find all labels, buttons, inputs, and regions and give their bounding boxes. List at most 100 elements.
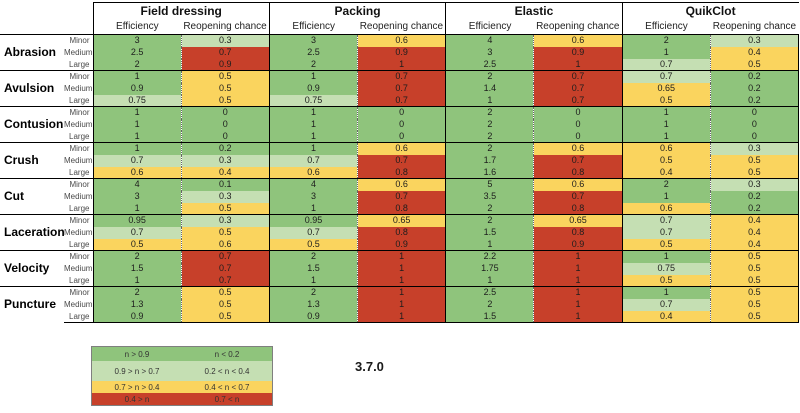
value-cell: 0.2 bbox=[180, 142, 270, 155]
reopening-chance-subheader: Reopening chance bbox=[357, 18, 446, 35]
severity-label: Large bbox=[64, 238, 93, 251]
efficiency-subheader: Efficiency bbox=[92, 18, 182, 35]
legend-reopening-range: 0.2 < n < 0.4 bbox=[204, 366, 250, 376]
wound-label-puncture: Puncture bbox=[0, 286, 64, 323]
value-cell: 0.5 bbox=[180, 226, 270, 239]
legend-efficiency-range: 0.7 > n > 0.4 bbox=[114, 382, 160, 392]
value-cell: 1 bbox=[621, 106, 711, 119]
value-cell: 0.75 bbox=[621, 262, 711, 275]
value-cell: 0.7 bbox=[621, 226, 711, 239]
value-cell: 0.5 bbox=[621, 154, 711, 167]
table-row: Medium 0.7 0.5 0.7 0.8 1.5 0.8 0.7 0.4 bbox=[0, 226, 800, 239]
legend-row: n > 0.9 n < 0.2 bbox=[92, 347, 272, 361]
legend-reopening-range: n < 0.2 bbox=[214, 349, 240, 359]
table-row: Large 0.6 0.4 0.6 0.8 1.6 0.8 0.4 0.5 bbox=[0, 166, 800, 179]
treatment-header-field-dressing: Field dressing bbox=[92, 2, 270, 19]
value-cell: 0.9 bbox=[92, 82, 182, 95]
wound-label-avulsion: Avulsion bbox=[0, 70, 64, 107]
value-cell: 1 bbox=[92, 202, 182, 215]
header-corner-spacer bbox=[0, 18, 93, 35]
value-cell: 3 bbox=[445, 46, 534, 59]
reopening-chance-subheader: Reopening chance bbox=[181, 18, 270, 35]
value-cell: 1.3 bbox=[268, 298, 358, 311]
efficiency-subheader: Efficiency bbox=[268, 18, 358, 35]
legend-row: 0.4 > n 0.7 < n bbox=[92, 393, 272, 405]
value-cell: 1 bbox=[92, 274, 182, 287]
value-cell: 1 bbox=[533, 262, 623, 275]
value-cell: 0.9 bbox=[357, 46, 446, 59]
value-cell: 0 bbox=[533, 130, 623, 143]
value-cell: 0.4 bbox=[709, 46, 800, 59]
table-header: Field dressing Packing Elastic QuikClot Effi… bbox=[0, 2, 799, 35]
value-cell: 5 bbox=[445, 178, 534, 191]
value-cell: 0.4 bbox=[709, 238, 800, 251]
severity-label: Large bbox=[64, 58, 93, 71]
value-cell: 0.5 bbox=[268, 238, 358, 251]
value-cell: 0.6 bbox=[533, 178, 623, 191]
value-cell: 0.75 bbox=[268, 94, 358, 107]
value-cell: 0.5 bbox=[709, 274, 800, 287]
table-row: Velocity Minor 2 0.7 2 1 2.2 1 1 0.5 bbox=[0, 250, 800, 287]
treatment-header-row: Field dressing Packing Elastic QuikClot bbox=[0, 2, 799, 19]
value-cell: 1 bbox=[357, 262, 446, 275]
value-cell: 1 bbox=[92, 142, 182, 155]
value-cell: 0.6 bbox=[92, 166, 182, 179]
value-cell: 0.9 bbox=[92, 310, 182, 323]
value-cell: 1.3 bbox=[92, 298, 182, 311]
version-label: 3.7.0 bbox=[355, 359, 384, 374]
value-cell: 0.8 bbox=[533, 226, 623, 239]
value-cell: 1.5 bbox=[92, 262, 182, 275]
header-corner-spacer bbox=[0, 2, 93, 19]
value-cell: 0.4 bbox=[709, 214, 800, 227]
value-cell: 2 bbox=[92, 286, 182, 299]
value-cell: 0.6 bbox=[180, 238, 270, 251]
value-cell: 0.7 bbox=[621, 70, 711, 83]
severity-label: Medium bbox=[64, 46, 93, 59]
value-cell: 2.2 bbox=[445, 250, 534, 263]
value-cell: 2 bbox=[268, 250, 358, 263]
severity-label: Minor bbox=[64, 214, 93, 227]
table-row: Medium 1 0 1 0 2 0 1 0 bbox=[0, 118, 800, 131]
value-cell: 2.5 bbox=[445, 286, 534, 299]
severity-label: Minor bbox=[64, 142, 93, 155]
value-cell: 0 bbox=[357, 106, 446, 119]
legend-efficiency-range: 0.4 > n bbox=[124, 394, 150, 404]
value-cell: 0.6 bbox=[357, 178, 446, 191]
value-cell: 0.5 bbox=[621, 238, 711, 251]
severity-label: Minor bbox=[64, 178, 93, 191]
value-cell: 1 bbox=[92, 118, 182, 131]
value-cell: 0.5 bbox=[92, 238, 182, 251]
table-row: Medium 1.5 0.7 1.5 1 1.75 1 0.75 0.5 bbox=[0, 262, 800, 275]
value-cell: 0 bbox=[180, 130, 270, 143]
value-cell: 0.4 bbox=[621, 166, 711, 179]
value-cell: 2 bbox=[92, 58, 182, 71]
value-cell: 0.2 bbox=[709, 94, 800, 107]
severity-label: Large bbox=[64, 130, 93, 143]
value-cell: 0.3 bbox=[180, 214, 270, 227]
value-cell: 0.7 bbox=[533, 94, 623, 107]
treatment-header-quikclot: QuikClot bbox=[621, 2, 799, 19]
value-cell: 3.5 bbox=[445, 190, 534, 203]
value-cell: 0.7 bbox=[357, 94, 446, 107]
value-cell: 4 bbox=[445, 34, 534, 47]
value-cell: 0.5 bbox=[180, 70, 270, 83]
table-row: Laceration Minor 0.95 0.3 0.95 0.65 2 0.65 0.7 0.… bbox=[0, 214, 800, 251]
value-cell: 1 bbox=[268, 142, 358, 155]
value-cell: 0.9 bbox=[268, 82, 358, 95]
value-cell: 4 bbox=[268, 178, 358, 191]
value-cell: 0.6 bbox=[357, 142, 446, 155]
severity-label: Minor bbox=[64, 106, 93, 119]
wound-label-contusion: Contusion bbox=[0, 106, 64, 143]
severity-label: Large bbox=[64, 94, 93, 107]
table-row: Large 0.75 0.5 0.75 0.7 1 0.7 0.5 0.2 bbox=[0, 94, 800, 107]
value-cell: 0.7 bbox=[180, 262, 270, 275]
value-cell: 0.6 bbox=[357, 34, 446, 47]
value-cell: 0.7 bbox=[621, 214, 711, 227]
color-legend: n > 0.9 n < 0.2 0.9 > n > 0.7 0.2 < n < 0.4… bbox=[91, 346, 273, 406]
value-cell: 0.6 bbox=[621, 142, 711, 155]
value-cell: 0.7 bbox=[357, 82, 446, 95]
value-cell: 0.6 bbox=[533, 34, 623, 47]
value-cell: 0.7 bbox=[621, 58, 711, 71]
value-cell: 1 bbox=[357, 274, 446, 287]
